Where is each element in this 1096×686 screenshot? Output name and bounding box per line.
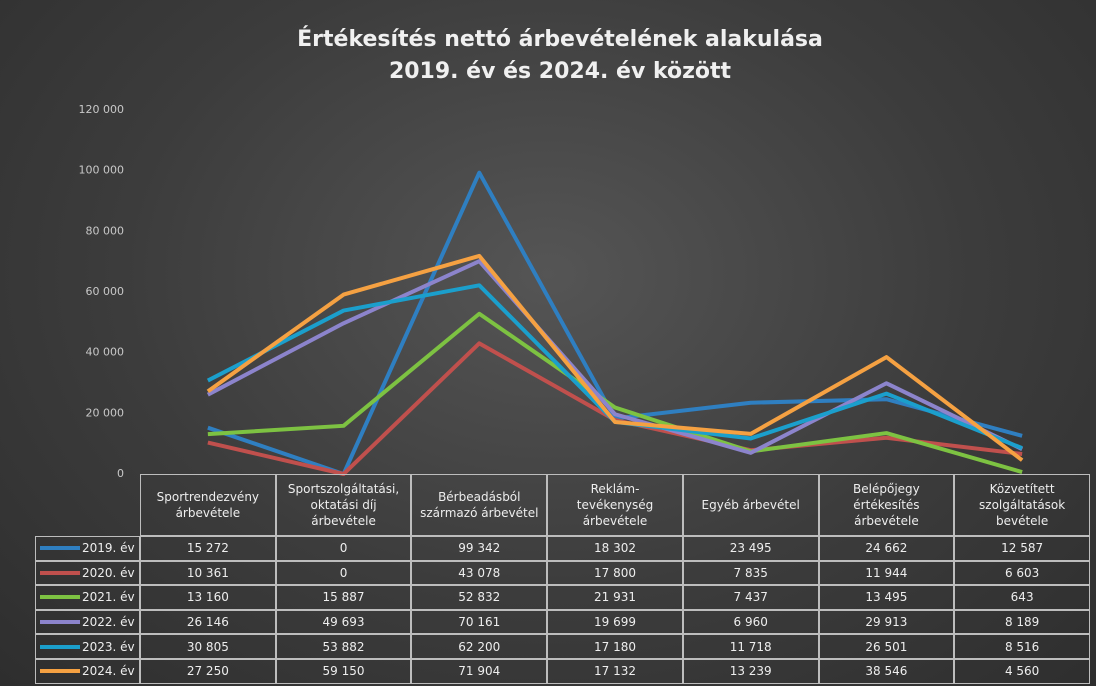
data-label: 7 835 [682, 560, 819, 586]
legend-swatch [40, 570, 80, 575]
series-line [207, 311, 1023, 474]
y-tick-label: 20 000 [86, 406, 125, 419]
data-label: 6 960 [682, 609, 819, 635]
data-label: 19 699 [547, 609, 683, 635]
legend-label: 2020. év [82, 565, 135, 580]
series-line [207, 170, 1023, 476]
data-label: 71 904 [411, 659, 548, 684]
data-label: 38 546 [818, 659, 955, 684]
data-label: 13 160 [140, 585, 276, 610]
data-label: 30 805 [140, 634, 276, 659]
data-label: 15 272 [140, 536, 276, 561]
x-tick-label: Egyéb árbevétel [682, 474, 819, 536]
x-tick-label: Sportrendezvény árbevétele [140, 474, 276, 536]
x-tick-label: Bérbeadásból származó árbevétel [411, 474, 548, 536]
data-label: 43 078 [411, 560, 548, 586]
data-label: 23 495 [682, 536, 819, 561]
legend-swatch [40, 595, 80, 600]
data-label: 52 832 [411, 585, 548, 610]
legend-label: 2022. év [82, 615, 135, 630]
chart-title: 2019. év és 2024. év között [389, 59, 732, 84]
data-label: 70 161 [411, 609, 548, 635]
legend-swatch [40, 620, 80, 625]
data-label: 53 882 [275, 634, 412, 659]
data-label: 11 718 [682, 634, 819, 659]
series-line [206, 259, 1024, 455]
legend-entry: 2024. év [35, 659, 140, 684]
x-tick-label: Sportszolgáltatási, oktatási díj árbevét… [275, 474, 412, 536]
series-line [206, 253, 1024, 462]
data-label: 7 437 [682, 585, 819, 610]
legend-label: 2019. év [82, 541, 135, 556]
y-tick-label: 120 000 [79, 103, 125, 116]
y-tick-label: 100 000 [79, 164, 125, 177]
y-tick-label: 40 000 [86, 346, 125, 359]
data-label: 11 944 [818, 560, 955, 586]
data-label: 17 800 [547, 560, 683, 586]
x-tick-label: Belépőjegy értékesítés árbevétele [818, 474, 955, 536]
x-tick-label: Közvetített szolgáltatások bevétele [954, 474, 1090, 536]
data-label: 15 887 [275, 585, 412, 610]
legend-swatch [40, 644, 80, 649]
data-label: 4 560 [954, 659, 1090, 684]
data-label: 99 342 [411, 536, 548, 561]
legend-entry: 2023. év [35, 634, 140, 659]
legend-entry: 2019. év [35, 536, 140, 561]
y-tick-label: 0 [117, 467, 124, 480]
x-tick-label: Reklám-tevékenység árbevétele [547, 474, 683, 536]
legend-swatch [40, 669, 80, 674]
data-label: 29 913 [818, 609, 955, 635]
legend-label: 2023. év [82, 639, 135, 654]
data-label: 17 180 [547, 634, 683, 659]
data-label: 643 [954, 585, 1090, 610]
data-label: 8 516 [954, 634, 1090, 659]
data-label: 13 495 [818, 585, 955, 610]
legend-entry: 2020. év [35, 560, 140, 586]
data-label: 27 250 [140, 659, 276, 684]
data-label: 10 361 [140, 560, 276, 586]
legend-entry: 2022. év [35, 609, 140, 635]
y-tick-label: 80 000 [86, 224, 125, 237]
data-label: 26 501 [818, 634, 955, 659]
data-label: 59 150 [275, 659, 412, 684]
data-label: 17 132 [547, 659, 683, 684]
data-label: 26 146 [140, 609, 276, 635]
data-label: 24 662 [818, 536, 955, 561]
data-label: 18 302 [547, 536, 683, 561]
legend-swatch [40, 546, 80, 551]
legend-label: 2021. év [82, 590, 135, 605]
data-label: 0 [275, 560, 412, 586]
legend-entry: 2021. év [35, 585, 140, 610]
data-label: 8 189 [954, 609, 1090, 635]
chart-title: Értékesítés nettó árbevételének alakulás… [297, 26, 823, 52]
y-tick-label: 60 000 [86, 285, 125, 298]
data-label: 0 [275, 536, 412, 561]
data-label: 13 239 [682, 659, 819, 684]
data-label: 6 603 [954, 560, 1090, 586]
data-label: 12 587 [954, 536, 1090, 561]
legend-label: 2024. év [82, 664, 135, 679]
data-label: 62 200 [411, 634, 548, 659]
data-label: 49 693 [275, 609, 412, 635]
data-label: 21 931 [547, 585, 683, 610]
